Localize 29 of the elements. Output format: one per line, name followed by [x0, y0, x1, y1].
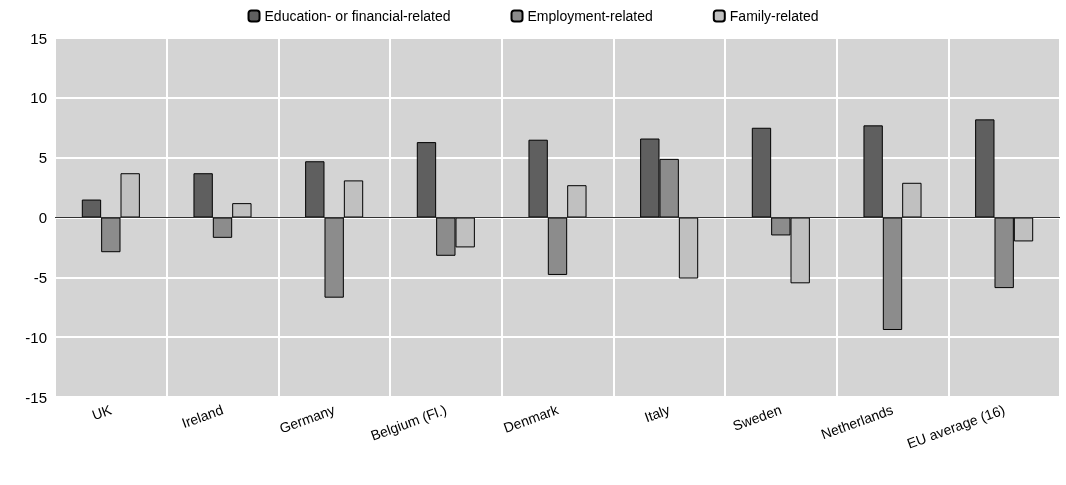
bar — [902, 182, 922, 218]
bar — [678, 217, 699, 279]
bar — [863, 125, 883, 218]
bar — [882, 217, 903, 330]
y-tick-label: 0 — [38, 209, 47, 226]
x-tick-label: Italy — [642, 401, 672, 426]
bar — [547, 217, 568, 275]
bar — [193, 173, 213, 218]
y-tick-label: -10 — [25, 328, 47, 346]
x-tick-label: Sweden — [730, 401, 784, 434]
legend-label: Education- or financial-related — [264, 8, 451, 24]
y-tick-label: -15 — [25, 388, 47, 406]
bar — [751, 127, 772, 218]
bar — [567, 185, 587, 218]
bar — [212, 217, 233, 238]
bar — [528, 139, 548, 218]
legend-label: Family-related — [729, 8, 819, 24]
y-tick-label: -5 — [33, 268, 47, 286]
y-tick-label: 15 — [30, 29, 47, 47]
bar — [81, 199, 102, 218]
x-tick-label: UK — [89, 401, 115, 424]
bar — [232, 203, 252, 218]
x-tick-label: EU average (16) — [904, 401, 1007, 452]
y-tick-label: 10 — [30, 89, 47, 107]
x-tick-label: Belgium (Fl.) — [368, 401, 449, 444]
bar — [343, 180, 364, 218]
y-tick-label: 5 — [38, 149, 47, 167]
legend-label: Employment-related — [527, 8, 653, 24]
bar — [416, 142, 437, 218]
